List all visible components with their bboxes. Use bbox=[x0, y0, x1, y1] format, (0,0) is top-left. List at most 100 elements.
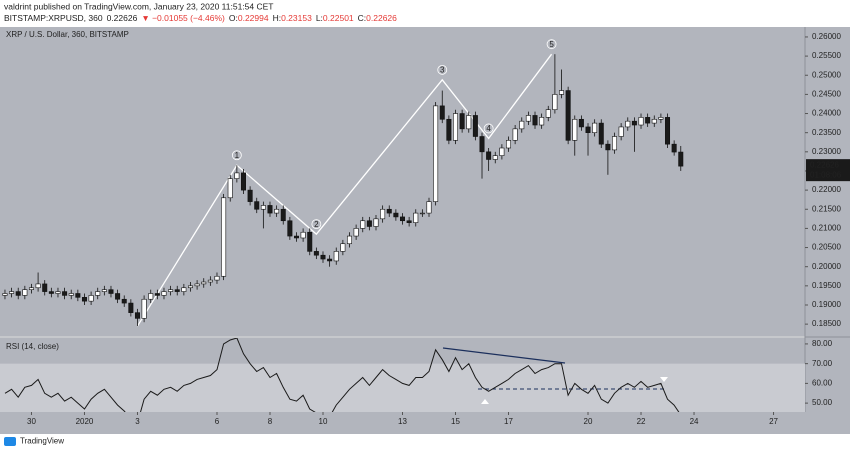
candle-body bbox=[221, 197, 227, 277]
candle-body bbox=[373, 218, 379, 227]
x-tick-label: 2020 bbox=[76, 417, 94, 426]
rsi-tick-label: 60.00 bbox=[812, 378, 833, 387]
x-tick-label: 6 bbox=[215, 417, 220, 426]
candle-body bbox=[300, 231, 306, 239]
header-h: 0.23153 bbox=[281, 13, 312, 23]
candle-body bbox=[592, 122, 598, 133]
candle-body bbox=[227, 178, 233, 199]
candle-body bbox=[240, 172, 246, 191]
candle-body bbox=[598, 122, 604, 145]
candle-body bbox=[618, 126, 624, 137]
candle-body bbox=[346, 235, 352, 245]
y-tick-label: 0.26000 bbox=[812, 32, 841, 41]
candle-body bbox=[353, 228, 359, 237]
header-o: 0.22994 bbox=[238, 13, 269, 23]
candle-body bbox=[380, 208, 386, 220]
pane-title: XRP / U.S. Dollar, 360, BITSTAMP bbox=[6, 30, 129, 39]
candle-body bbox=[274, 208, 280, 214]
candle-body bbox=[88, 295, 94, 302]
candle-body bbox=[519, 120, 525, 130]
x-tick-label: 17 bbox=[504, 417, 513, 426]
x-tick-label: 3 bbox=[135, 417, 140, 426]
candle-body bbox=[68, 293, 74, 296]
wave-label: 2 bbox=[314, 220, 319, 229]
candle-body bbox=[340, 243, 346, 252]
candle-body bbox=[35, 283, 41, 289]
candle-body bbox=[525, 115, 531, 122]
countdown: 01:08:06 bbox=[810, 170, 842, 179]
candle-body bbox=[446, 118, 452, 141]
rsi-tick-label: 70.00 bbox=[812, 359, 833, 368]
header-change: ▼ −0.01055 (−4.46%) bbox=[141, 13, 225, 23]
candle-body bbox=[48, 291, 54, 294]
candle-body bbox=[81, 297, 87, 302]
candle-body bbox=[194, 283, 200, 287]
wave-label: 4 bbox=[486, 124, 491, 133]
candle-body bbox=[506, 140, 512, 149]
price-pane bbox=[0, 27, 805, 336]
x-tick-label: 10 bbox=[319, 417, 328, 426]
candle-body bbox=[108, 289, 114, 294]
header-h-label: H: bbox=[273, 13, 282, 23]
header-last: 0.22626 bbox=[107, 13, 138, 23]
candle-body bbox=[214, 275, 220, 281]
header-l: 0.22501 bbox=[323, 13, 354, 23]
candle-body bbox=[307, 231, 313, 252]
candle-body bbox=[413, 212, 419, 223]
candle-body bbox=[168, 289, 174, 292]
y-tick-label: 0.19000 bbox=[812, 300, 841, 309]
candle-body bbox=[638, 117, 644, 126]
y-tick-label: 0.25000 bbox=[812, 70, 841, 79]
candle-body bbox=[207, 279, 213, 283]
rsi-tick-label: 80.00 bbox=[812, 339, 833, 348]
candle-body bbox=[545, 109, 551, 118]
candle-body bbox=[559, 90, 565, 95]
candle-body bbox=[101, 289, 107, 292]
candle-body bbox=[512, 128, 518, 141]
candle-body bbox=[439, 105, 445, 120]
header-symbol: BITSTAMP:XRPUSD, 360 bbox=[4, 13, 103, 23]
y-tick-label: 0.24500 bbox=[812, 89, 841, 98]
y-tick-label: 0.25500 bbox=[812, 51, 841, 60]
header-l-label: L: bbox=[316, 13, 323, 23]
x-tick-label: 15 bbox=[451, 417, 460, 426]
candle-body bbox=[121, 298, 127, 304]
candle-body bbox=[247, 189, 253, 202]
rsi-title: RSI (14, close) bbox=[6, 342, 59, 351]
candle-body bbox=[486, 151, 492, 160]
candle-body bbox=[393, 212, 399, 218]
candle-body bbox=[15, 291, 21, 296]
header-c: 0.22626 bbox=[366, 13, 397, 23]
y-tick-label: 0.24000 bbox=[812, 109, 841, 118]
header-bg bbox=[0, 0, 850, 27]
last-price-badge bbox=[806, 159, 850, 182]
candle-body bbox=[472, 115, 478, 137]
candle-body bbox=[22, 289, 28, 296]
candle-body bbox=[75, 293, 81, 298]
candle-body bbox=[327, 258, 333, 262]
candle-body bbox=[665, 117, 671, 145]
candle-body bbox=[459, 113, 465, 130]
candle-body bbox=[128, 302, 134, 313]
rsi-line bbox=[4, 338, 680, 412]
candle-body bbox=[293, 235, 299, 239]
candle-body bbox=[539, 117, 545, 126]
candle-body bbox=[42, 283, 48, 292]
candle-body bbox=[187, 285, 193, 289]
candle-body bbox=[386, 208, 392, 214]
rsi-plot bbox=[0, 338, 805, 412]
brand: TradingView bbox=[20, 437, 64, 446]
candle-body bbox=[154, 293, 160, 296]
trend-line bbox=[442, 347, 566, 364]
candle-body bbox=[148, 293, 154, 300]
x-tick-label: 8 bbox=[268, 417, 273, 426]
wave-label: 1 bbox=[235, 151, 240, 160]
candle-body bbox=[174, 289, 180, 292]
wave-marker bbox=[437, 64, 448, 75]
x-tick-label: 20 bbox=[584, 417, 593, 426]
price-axis bbox=[805, 27, 850, 412]
candle-body bbox=[466, 115, 472, 130]
wave-label: 5 bbox=[549, 40, 554, 49]
x-tick-label: 27 bbox=[769, 417, 778, 426]
symbol-info: BITSTAMP:XRPUSD, 360 0.22626 ▼ −0.01055 (−… bbox=[4, 13, 397, 23]
